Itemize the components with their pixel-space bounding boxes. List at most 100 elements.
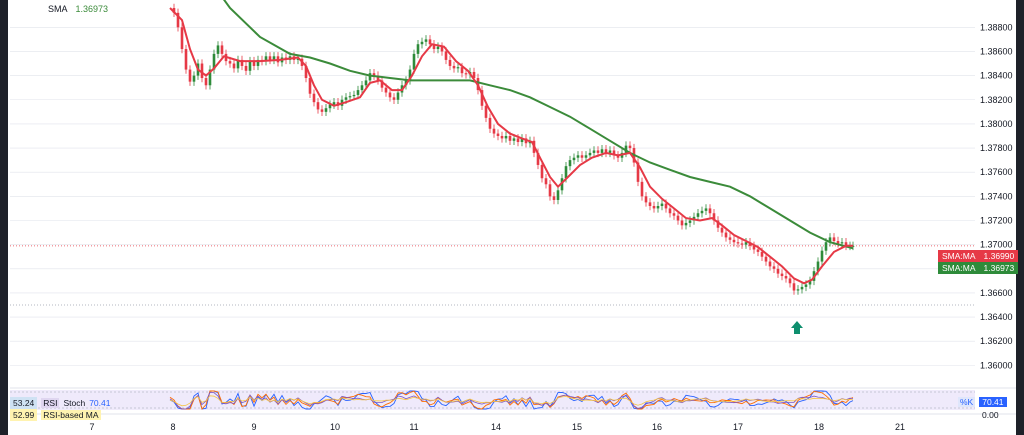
candle-body-72 bbox=[456, 67, 460, 69]
candle-body-137 bbox=[716, 220, 720, 228]
y-tick-label-8: 1.37200 bbox=[980, 215, 1013, 225]
x-tick-label-0: 7 bbox=[89, 422, 94, 432]
right-window-frame bbox=[1016, 0, 1024, 435]
candle-body-154 bbox=[784, 276, 788, 279]
k-label: %K bbox=[958, 397, 976, 407]
candle-body-156 bbox=[792, 283, 796, 291]
candle-body-108 bbox=[600, 149, 604, 153]
candle-body-160 bbox=[808, 280, 812, 285]
y-tick-label-14: 1.36000 bbox=[980, 360, 1013, 370]
k-value: 70.41 bbox=[979, 397, 1007, 407]
candle-body-17 bbox=[236, 59, 240, 69]
rsi-value-badge: 53.24 bbox=[10, 397, 38, 409]
y-tick-label-3: 1.38200 bbox=[980, 95, 1013, 105]
candle-body-150 bbox=[768, 261, 772, 267]
candle-body-148 bbox=[760, 251, 764, 257]
candle-body-67 bbox=[436, 46, 440, 50]
x-tick-label-10: 21 bbox=[895, 422, 905, 432]
candle-body-35 bbox=[308, 78, 312, 94]
candle-body-147 bbox=[756, 249, 760, 252]
up-arrow-icon bbox=[791, 321, 803, 334]
candle-body-6 bbox=[192, 75, 196, 82]
candle-body-98 bbox=[560, 178, 564, 191]
candle-body-69 bbox=[444, 51, 448, 60]
rsi-ma-legend[interactable]: 52.99 RSI-based MA bbox=[10, 409, 101, 421]
candle-body-80 bbox=[488, 117, 492, 129]
candle-body-84 bbox=[504, 135, 508, 139]
x-tick-label-7: 16 bbox=[652, 422, 662, 432]
candle-body-26 bbox=[272, 56, 276, 60]
rsi-ma-name: RSI-based MA bbox=[41, 410, 101, 420]
candle-body-22 bbox=[256, 59, 260, 66]
candle-body-121 bbox=[652, 206, 656, 209]
candle-body-130 bbox=[688, 220, 692, 223]
candle-body-97 bbox=[556, 190, 560, 200]
candle-body-158 bbox=[800, 286, 804, 290]
price-tag-slow-sma: SMA:MA 1.36973 bbox=[938, 262, 1019, 274]
candle-body-141 bbox=[732, 239, 736, 243]
candle-body-126 bbox=[672, 213, 676, 216]
candle-body-155 bbox=[788, 278, 792, 284]
candle-body-61 bbox=[412, 53, 416, 70]
candle-body-134 bbox=[704, 208, 708, 211]
candle-body-129 bbox=[684, 222, 688, 226]
candle-body-46 bbox=[352, 94, 356, 97]
candle-body-117 bbox=[636, 162, 640, 182]
candle-body-81 bbox=[492, 128, 496, 134]
candle-body-19 bbox=[244, 65, 248, 71]
candle-body-68 bbox=[440, 46, 444, 52]
candle-body-54 bbox=[384, 87, 388, 93]
candle-body-143 bbox=[740, 243, 744, 245]
y-tick-label-1: 1.38600 bbox=[980, 46, 1013, 56]
candle-body-153 bbox=[780, 273, 784, 277]
candle-body-96 bbox=[552, 196, 556, 200]
chart-legend: SMA 1.36973 bbox=[48, 4, 108, 14]
candle-body-139 bbox=[724, 232, 728, 238]
candle-body-11 bbox=[212, 53, 216, 70]
candle-body-109 bbox=[604, 149, 608, 153]
candle-body-78 bbox=[480, 90, 484, 106]
candle-body-94 bbox=[544, 178, 548, 185]
candle-body-112 bbox=[616, 155, 620, 158]
y-tick-label-0: 1.38800 bbox=[980, 22, 1013, 32]
candle-body-34 bbox=[304, 65, 308, 79]
candle-body-66 bbox=[432, 44, 436, 50]
candle-body-45 bbox=[348, 96, 352, 98]
indicator-band bbox=[10, 390, 975, 410]
candle-body-105 bbox=[588, 152, 592, 156]
candle-body-44 bbox=[344, 97, 348, 100]
y-tick-label-6: 1.37600 bbox=[980, 167, 1013, 177]
x-tick-label-6: 15 bbox=[572, 422, 582, 432]
candle-body-63 bbox=[420, 41, 424, 45]
candle-body-8 bbox=[200, 63, 204, 79]
candle-body-40 bbox=[328, 104, 332, 109]
candle-body-167 bbox=[836, 241, 840, 244]
candle-body-157 bbox=[796, 289, 800, 291]
candle-body-53 bbox=[380, 80, 384, 88]
rsi-legend[interactable]: 53.24 RSI Stoch 70.41 bbox=[10, 397, 110, 409]
candle-body-4 bbox=[184, 49, 188, 70]
x-tick-label-5: 14 bbox=[491, 422, 501, 432]
indicator-scale-zero-value: 0.00 bbox=[982, 410, 999, 420]
candle-body-162 bbox=[816, 261, 820, 272]
sma-slow-line bbox=[223, 0, 854, 250]
candle-body-82 bbox=[496, 133, 500, 136]
candle-body-51 bbox=[372, 73, 376, 76]
candle-body-107 bbox=[596, 150, 600, 153]
x-tick-label-4: 11 bbox=[409, 422, 418, 432]
price-tag-slow-sma-label: SMA:MA bbox=[942, 263, 976, 273]
candle-body-49 bbox=[364, 80, 368, 86]
x-tick-label-9: 18 bbox=[814, 422, 824, 432]
x-tick-label-3: 10 bbox=[330, 422, 340, 432]
candle-body-88 bbox=[520, 138, 524, 143]
price-tag-fast-sma-label: SMA:MA bbox=[942, 251, 976, 261]
candle-body-41 bbox=[332, 102, 336, 105]
candle-body-76 bbox=[472, 71, 476, 79]
k-value-tag: %K 70.41 bbox=[958, 397, 1007, 407]
legend-label: SMA bbox=[48, 4, 68, 14]
candle-body-104 bbox=[584, 155, 588, 158]
candle-body-5 bbox=[188, 69, 192, 82]
candle-body-56 bbox=[392, 97, 396, 100]
candle-body-133 bbox=[700, 210, 704, 214]
